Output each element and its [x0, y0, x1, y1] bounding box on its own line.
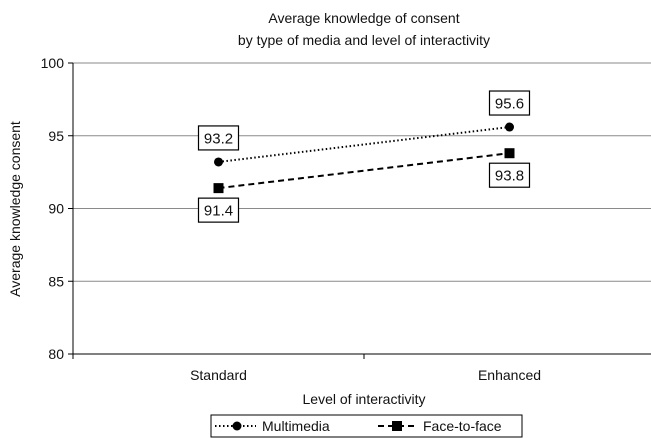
series-line-multimedia: [218, 126, 510, 163]
legend-face-to-face-marker: [392, 421, 402, 431]
series-line-face-to-face: [218, 152, 510, 190]
y-tick-label: 85: [48, 273, 64, 289]
data-label-text: 95.6: [495, 96, 524, 113]
chart-subtitle: by type of media and level of interactiv…: [238, 32, 490, 48]
data-label-text: 93.8: [495, 168, 524, 185]
y-tick-label: 100: [41, 55, 65, 71]
y-tick-label: 90: [48, 201, 64, 217]
data-label-box: [488, 162, 531, 188]
legend-multimedia-label: Multimedia: [262, 418, 330, 434]
legend-box: [210, 414, 523, 438]
data-label-face-to-face: 93.8: [488, 162, 531, 188]
data-label-box: [197, 197, 240, 223]
x-axis-label: Level of interactivity: [303, 391, 426, 407]
chart-title: Average knowledge of consent: [268, 10, 459, 26]
data-label-box: [488, 90, 531, 116]
data-label-text: 91.4: [204, 203, 233, 220]
data-labels: 93.2 95.6 91.4 93.8: [197, 90, 531, 223]
axes: 80 85 90 95 100 Standard Enhanced: [41, 55, 651, 383]
data-label-multimedia: 95.6: [488, 90, 531, 116]
y-tick-label: 95: [48, 128, 64, 144]
x-tick-label: Enhanced: [478, 367, 541, 383]
data-point-multimedia: [505, 122, 514, 132]
x-tick-label: Standard: [190, 367, 247, 383]
legend-face-to-face-label: Face-to-face: [423, 418, 502, 434]
y-axis-label: Average knowledge consent: [7, 121, 23, 297]
legend: Multimedia Face-to-face: [210, 414, 523, 438]
data-point-multimedia: [214, 157, 223, 167]
y-tick-label: 80: [48, 346, 64, 362]
gridlines: [73, 62, 651, 282]
data-label-multimedia: 93.2: [197, 125, 240, 151]
data-label-face-to-face: 91.4: [197, 197, 240, 223]
data-point-face-to-face: [213, 183, 224, 194]
data-label-text: 93.2: [204, 130, 233, 147]
data-label-box: [197, 125, 240, 151]
series: [213, 122, 515, 194]
data-point-face-to-face: [504, 148, 515, 159]
legend-multimedia-marker: [232, 421, 242, 431]
